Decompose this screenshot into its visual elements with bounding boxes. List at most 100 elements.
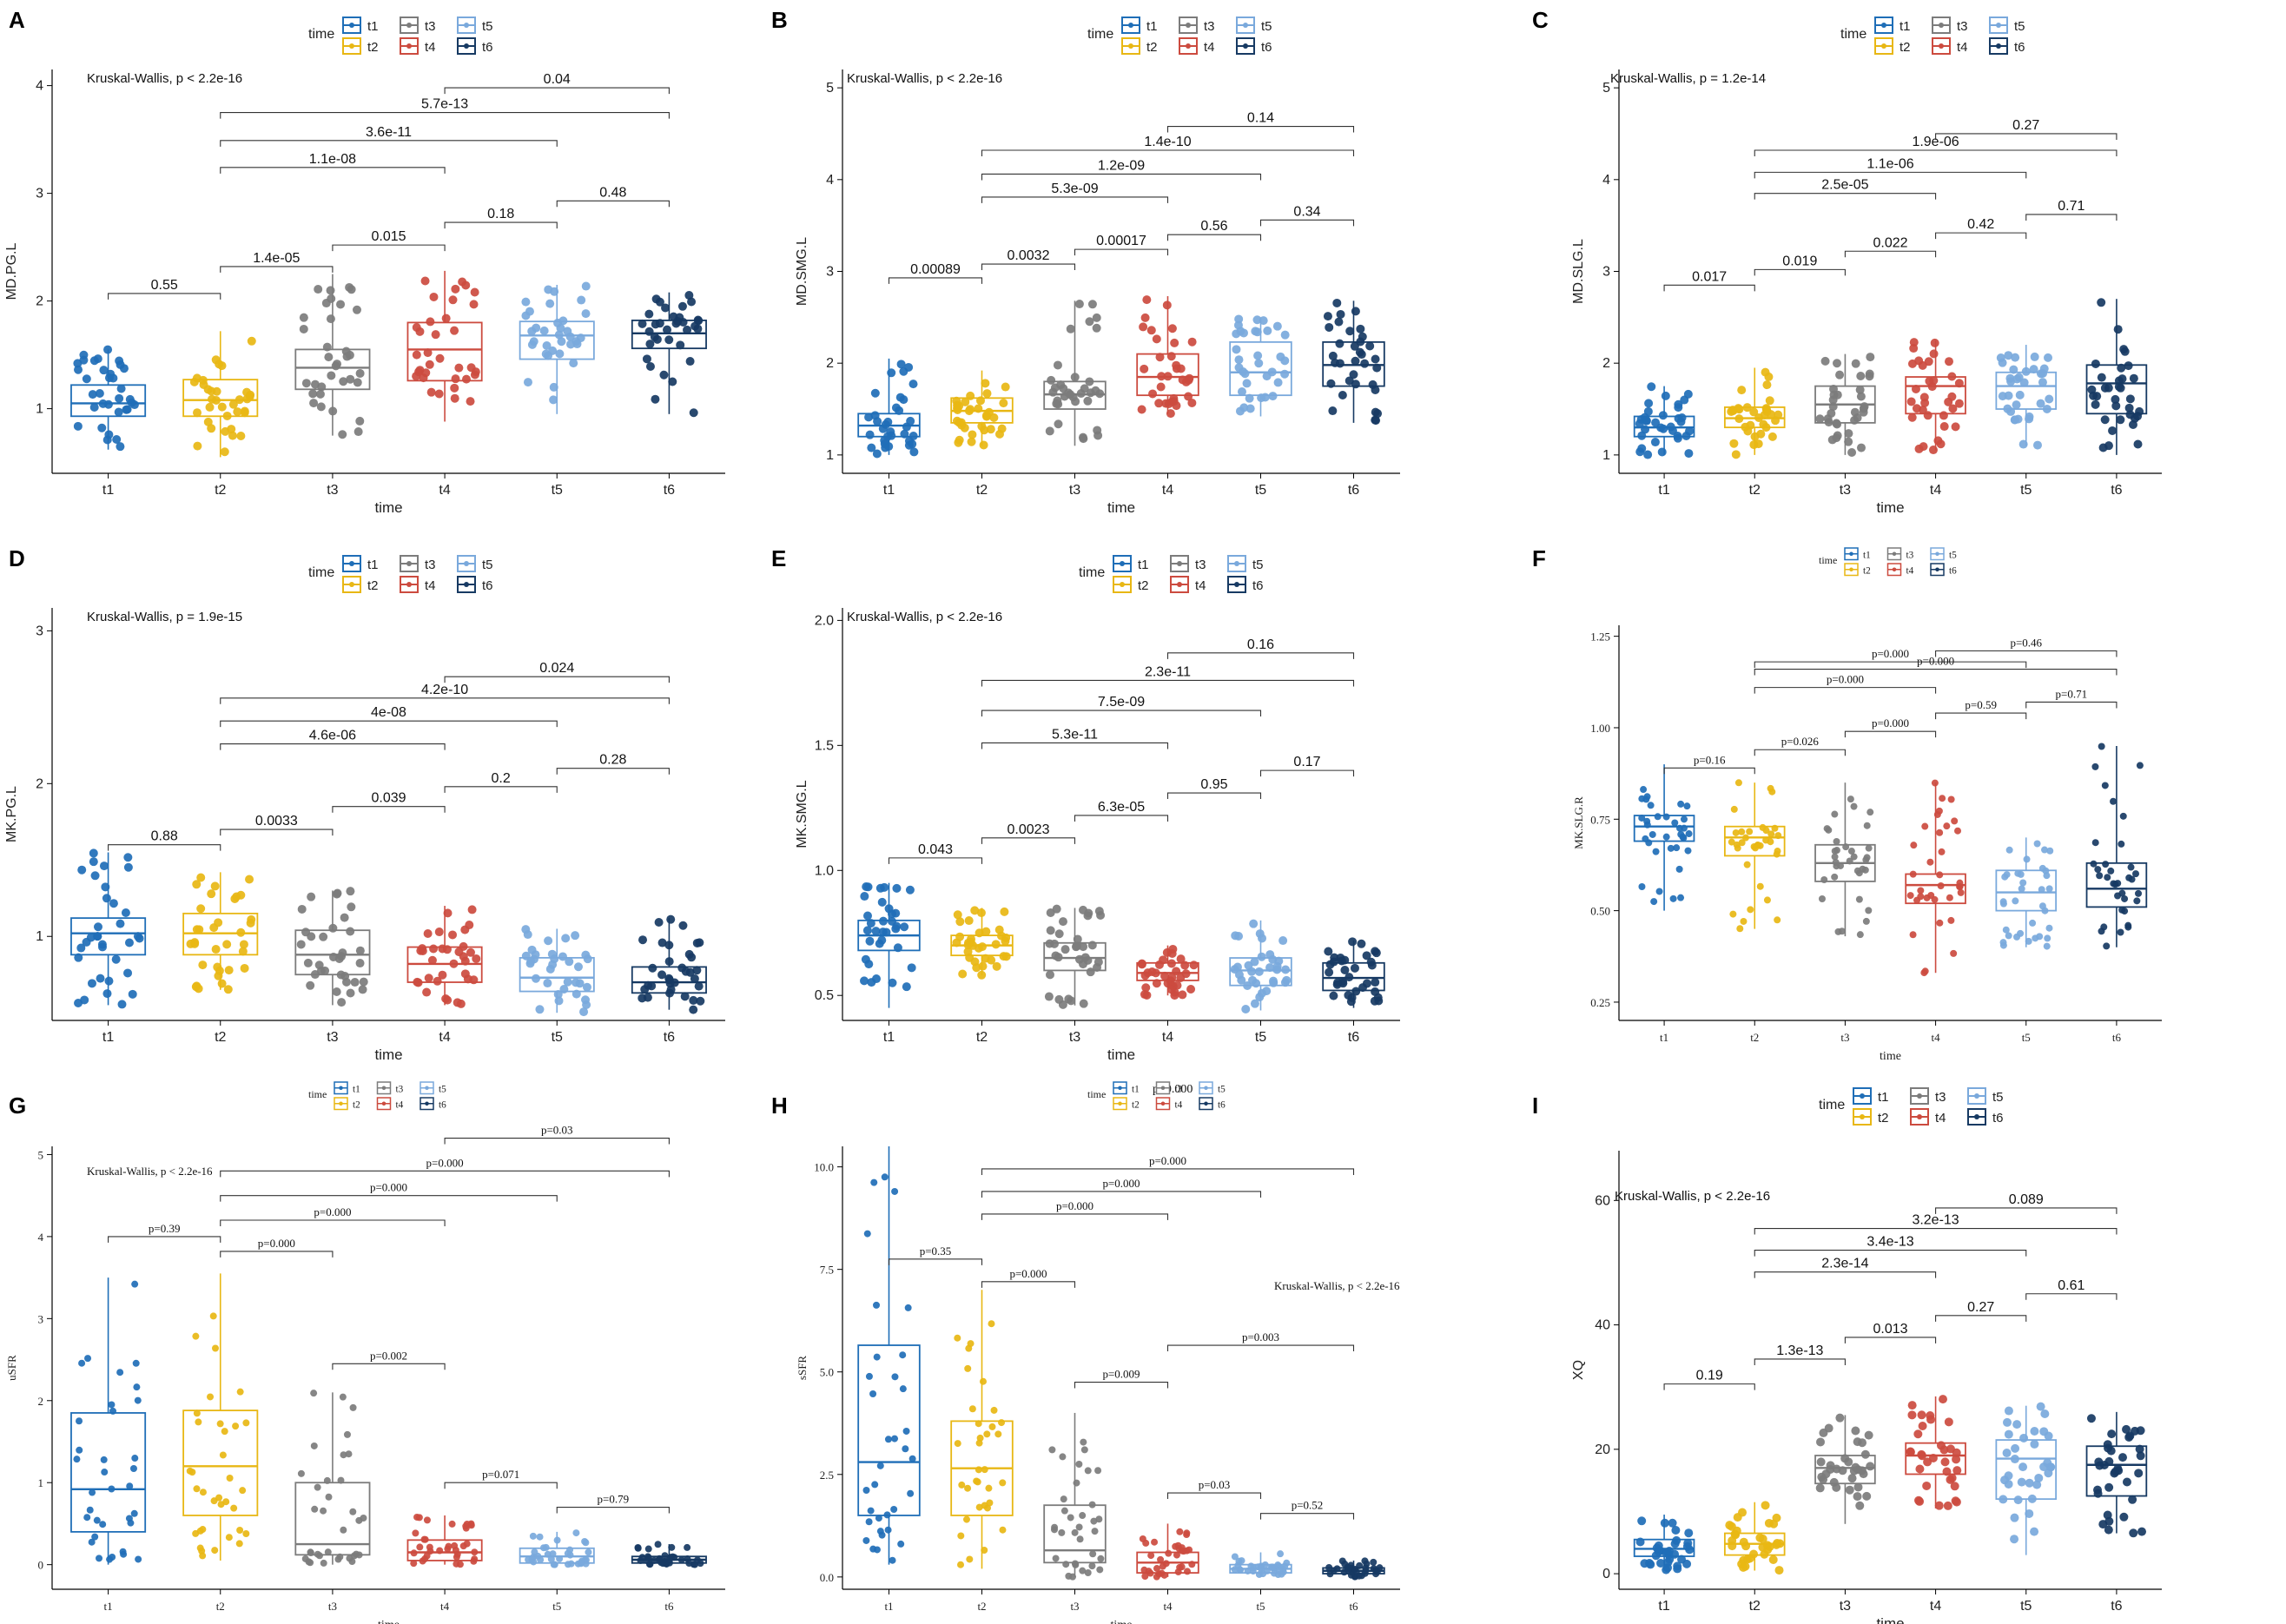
data-point (2128, 419, 2137, 429)
data-point (2045, 1462, 2055, 1472)
data-point (451, 374, 460, 384)
data-point (543, 979, 552, 988)
data-point (1257, 393, 1266, 403)
legend-item-t4: t4 (1155, 1097, 1183, 1111)
data-point (2093, 1489, 2103, 1498)
data-point (222, 940, 232, 949)
data-point (450, 393, 459, 403)
bracket-line (444, 786, 558, 793)
comparison-bracket: p=0.000 (220, 1237, 334, 1258)
data-point (76, 943, 86, 953)
data-point (566, 1546, 574, 1554)
y-axis-label: sSFR (796, 1356, 809, 1381)
data-point (1237, 387, 1246, 397)
legend-key-dot (1935, 551, 1939, 556)
data-point (1732, 1526, 1741, 1535)
p-value-label: 0.61 (2058, 1278, 2084, 1293)
data-point (1957, 888, 1965, 896)
box-t2 (950, 370, 1014, 450)
box-t2 (950, 906, 1014, 980)
data-point (1231, 931, 1240, 941)
data-point (1140, 313, 1150, 322)
data-point (2023, 855, 2031, 863)
comparison-bracket: p=0.000 (1844, 716, 1937, 738)
data-point (1917, 887, 1925, 895)
data-point (952, 416, 961, 426)
data-point (2097, 373, 2106, 382)
data-point (1685, 1545, 1695, 1555)
data-point (1095, 389, 1105, 399)
data-point (979, 1377, 987, 1385)
data-point (1741, 834, 1749, 842)
data-point (994, 1430, 1002, 1438)
data-point (1638, 814, 1646, 822)
data-point (101, 882, 110, 892)
p-value-label: 4.2e-10 (421, 683, 468, 697)
box-t4 (1905, 338, 1966, 455)
data-point (1371, 354, 1380, 364)
panel-B: B 1 2 3 4 5 MD.SMG.L t1 t2 t3 t4 t5 t6 time 0.00089 0.0… (762, 0, 1523, 538)
data-point (891, 1187, 899, 1195)
data-point (1741, 422, 1750, 432)
data-point (314, 285, 323, 294)
data-point (188, 1469, 196, 1476)
data-point (103, 345, 113, 354)
box-t4 (1136, 1523, 1199, 1581)
data-point (981, 1547, 988, 1555)
p-value-label: 0.0033 (255, 814, 298, 829)
data-point (1075, 1461, 1083, 1469)
data-point (870, 388, 880, 398)
data-point (297, 1469, 305, 1477)
data-point (2013, 933, 2021, 941)
data-point (1094, 1467, 1102, 1475)
data-point (1326, 1570, 1334, 1578)
data-point (133, 1383, 141, 1391)
p-value-label: p=0.16 (1694, 753, 1726, 766)
data-point (2091, 399, 2100, 409)
x-tick-label: t2 (215, 1030, 226, 1045)
data-point (1737, 386, 1747, 395)
data-point (311, 1505, 319, 1513)
data-point (1938, 848, 1946, 855)
box-t3 (1814, 353, 1876, 458)
data-point (1680, 815, 1688, 823)
legend-key-dot (1974, 1114, 1979, 1119)
data-point (1742, 403, 1752, 413)
data-point (73, 1456, 81, 1463)
data-point (223, 985, 233, 994)
data-point (1833, 419, 1842, 429)
kruskal-wallis-label: Kruskal-Wallis, p = 1.2e-14 (1610, 71, 1766, 86)
box-t1 (70, 345, 147, 452)
bracket-line (332, 244, 446, 252)
data-point (1684, 847, 1692, 855)
data-point (2124, 1432, 2134, 1442)
box-t6 (631, 1541, 707, 1568)
bracket-line (1754, 669, 2118, 676)
data-point (554, 996, 564, 1006)
comparison-bracket: p=0.000 (981, 1154, 1355, 1175)
data-point (668, 1543, 676, 1551)
data-point (1249, 919, 1259, 928)
data-point (228, 399, 238, 409)
data-point (1947, 372, 1957, 381)
panel-A: A 1 2 3 4 MD.PG.L t1 t2 t3 t4 t5 t6 time 0.55 1.4e-05 0… (0, 0, 762, 538)
data-point (2046, 847, 2054, 855)
data-point (1142, 295, 1152, 305)
kruskal-wallis-label: Kruskal-Wallis, p < 2.2e-16 (87, 1165, 213, 1178)
data-point (2114, 892, 2122, 900)
data-point (685, 357, 695, 366)
data-point (1766, 410, 1775, 419)
data-point (1325, 967, 1334, 977)
data-point (873, 417, 882, 426)
legend-item-t6: t6 (1199, 1097, 1226, 1111)
comparison-bracket: 0.043 (888, 842, 983, 864)
data-point (1642, 795, 1650, 803)
data-point (339, 377, 348, 386)
data-point (550, 1561, 558, 1568)
legend-key-dot (1234, 582, 1239, 587)
y-tick-label: 3 (1602, 265, 1610, 280)
data-point (1936, 439, 1946, 449)
legend-label: t6 (1949, 565, 1957, 576)
bracket-line (220, 1170, 670, 1178)
